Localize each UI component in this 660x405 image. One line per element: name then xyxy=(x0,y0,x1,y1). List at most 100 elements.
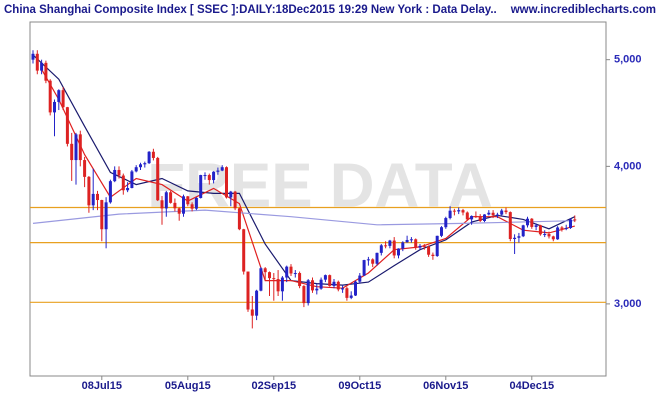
candle-body xyxy=(233,191,237,209)
candle-body xyxy=(117,169,121,176)
candle-body xyxy=(91,193,95,206)
candle-body xyxy=(74,134,78,161)
candle-body xyxy=(375,252,379,264)
candle-body xyxy=(366,259,370,261)
candle-body xyxy=(96,193,99,201)
candle-body xyxy=(457,210,461,212)
candle-body xyxy=(560,227,564,229)
candle-body xyxy=(160,200,164,209)
y-tick-label: 4,000 xyxy=(614,160,642,172)
candle-body xyxy=(147,151,151,164)
candle-body xyxy=(57,90,61,102)
candle-body xyxy=(538,225,542,235)
candle-body xyxy=(444,218,448,228)
candle-body xyxy=(263,268,267,273)
candle-body xyxy=(83,160,87,177)
candle-body xyxy=(431,254,435,257)
candle-body xyxy=(491,212,495,216)
candle-body xyxy=(461,210,465,213)
candle-body xyxy=(78,134,82,161)
candle-body xyxy=(384,245,388,247)
candle-body xyxy=(242,229,246,272)
candle-body xyxy=(289,266,293,274)
candle-body xyxy=(130,171,134,188)
candle-body xyxy=(220,167,224,171)
candle-body xyxy=(229,191,233,198)
candle-body xyxy=(121,175,125,191)
chart-title: China Shanghai Composite Index [ SSEC ]:… xyxy=(4,4,497,16)
x-tick-label: 08Jul15 xyxy=(82,380,122,392)
candle-body xyxy=(371,259,375,264)
candle-body xyxy=(526,218,529,226)
candle-body xyxy=(534,225,538,227)
candle-body xyxy=(302,286,306,304)
candle-body xyxy=(487,212,491,215)
candle-body xyxy=(164,192,168,209)
candle-body xyxy=(354,281,357,296)
candle-body xyxy=(452,210,456,212)
candle-body xyxy=(319,279,323,289)
candle-body xyxy=(298,273,302,287)
candle-body xyxy=(186,196,190,205)
candle-body xyxy=(500,210,504,215)
x-tick-label: 06Nov15 xyxy=(423,380,468,392)
candle-body xyxy=(551,236,555,240)
candle-body xyxy=(569,219,572,229)
candle-body xyxy=(113,169,117,182)
candle-body xyxy=(409,239,413,241)
candle-body xyxy=(139,164,142,168)
candle-body xyxy=(470,215,474,220)
y-tick-label: 3,000 xyxy=(614,298,642,310)
candle-body xyxy=(35,53,39,71)
candle-body xyxy=(504,210,508,213)
candle-body xyxy=(422,245,426,247)
candle-body xyxy=(323,275,327,280)
candle-body xyxy=(311,280,314,291)
candle-body xyxy=(379,245,383,253)
candle-body xyxy=(280,277,284,292)
watermark: FREE DATA xyxy=(147,151,493,220)
candle-body xyxy=(495,214,499,216)
candle-body xyxy=(418,245,422,248)
candle-body xyxy=(285,266,289,278)
candle-body xyxy=(517,236,521,238)
candle-body xyxy=(48,80,52,113)
candle-body xyxy=(61,90,65,108)
x-tick-label: 05Aug15 xyxy=(165,380,211,392)
candle-body xyxy=(543,234,547,236)
candle-body xyxy=(169,192,173,203)
x-tick-label: 09Oct15 xyxy=(338,380,381,392)
candle-body xyxy=(332,281,336,286)
candle-body xyxy=(246,271,250,310)
candle-body xyxy=(100,200,104,230)
candle-body xyxy=(547,234,551,237)
candle-body xyxy=(182,196,185,214)
candle-body xyxy=(556,227,560,240)
candle-body xyxy=(276,279,280,292)
candle-body xyxy=(362,260,366,276)
candle-body xyxy=(508,212,512,240)
candle-body xyxy=(478,216,482,221)
candle-body xyxy=(104,202,108,230)
candle-body xyxy=(143,163,147,165)
candle-body xyxy=(349,295,353,298)
candle-body xyxy=(156,157,160,201)
candle-body xyxy=(336,281,340,290)
plot-frame xyxy=(29,21,607,377)
candle-body xyxy=(397,248,400,256)
candle-body xyxy=(573,219,577,221)
source: www.incrediblecharts.com xyxy=(510,4,656,16)
y-tick-label: 5,000 xyxy=(614,54,642,66)
candle-body xyxy=(151,151,155,158)
candle-body xyxy=(328,275,332,286)
candle-body xyxy=(126,187,130,191)
candle-body xyxy=(177,208,181,214)
candle-body xyxy=(65,107,69,144)
candle-body xyxy=(414,239,418,248)
candle-body xyxy=(268,272,271,279)
candle-body xyxy=(405,239,409,243)
candle-body xyxy=(272,278,276,280)
candle-body xyxy=(225,167,228,198)
